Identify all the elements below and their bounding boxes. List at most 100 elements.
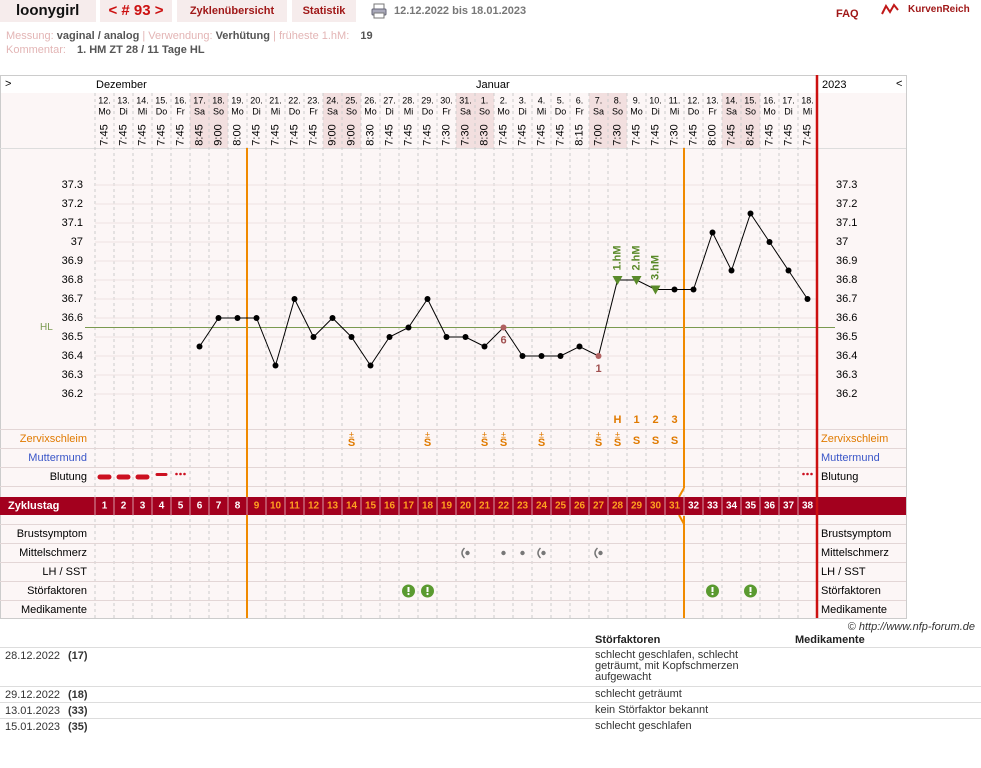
weekday-label: Mi <box>138 106 148 116</box>
temperature-point <box>272 362 279 369</box>
phase-notch <box>678 487 685 525</box>
date-label: 14. <box>725 95 738 105</box>
mucus-mark: S <box>633 435 640 447</box>
weekend-column <box>209 93 228 148</box>
time-label: 8:45 <box>744 124 756 145</box>
temperature-point <box>443 334 450 340</box>
time-label: 7:45 <box>763 124 775 145</box>
date-label: 17. <box>193 95 206 105</box>
weekday-label: Mo <box>98 106 111 116</box>
dot <box>183 472 186 476</box>
time-label: 7:45 <box>687 124 699 145</box>
logo[interactable]: KurvenReich <box>908 4 970 15</box>
temperature-point <box>405 324 412 331</box>
time-label: 9:00 <box>345 124 357 145</box>
date-label: 1. <box>481 95 489 105</box>
date-label: 29. <box>421 95 434 105</box>
hm-marker <box>612 276 623 285</box>
table-header: Medikamente <box>795 634 865 646</box>
temperature-point <box>728 267 735 274</box>
y-tick-label: 37.3 <box>62 179 83 191</box>
y-tick-label: 37.2 <box>62 198 83 210</box>
y-tick-label: 36.9 <box>836 255 857 267</box>
date: 28.12.2022 <box>5 650 61 662</box>
label: früheste 1.hM: <box>278 30 350 42</box>
date-label: 12. <box>98 95 111 105</box>
value: 1. HM ZT 28 / 11 Tage HL <box>76 44 205 56</box>
bleeding-mark <box>175 472 186 476</box>
tab[interactable]: Statistik <box>292 0 356 22</box>
date-label: 25. <box>345 95 358 105</box>
time-label: 7:45 <box>250 124 262 145</box>
date-label: 18. <box>801 95 814 105</box>
cycle-day: 32 <box>688 501 700 512</box>
hm-label: 3.hM <box>649 255 661 280</box>
date-label: 14. <box>136 95 149 105</box>
logo-icon[interactable] <box>880 2 900 18</box>
time-label: 7:00 <box>592 124 604 145</box>
cycle-day: 28 <box>612 501 624 512</box>
time-label: 7:45 <box>630 124 642 145</box>
row-label: Störfaktoren <box>27 585 87 597</box>
nav-prev[interactable]: > <box>5 78 11 90</box>
user-name[interactable]: loonygirl <box>0 0 96 22</box>
disturbance-icon <box>421 584 434 598</box>
mucus-mark: S <box>424 437 431 449</box>
pain-part <box>541 550 546 556</box>
mucus-code: 1 <box>633 414 639 426</box>
mucus-code: 3 <box>671 414 677 426</box>
row-label: Blutung <box>821 471 858 483</box>
row-label: Medikamente <box>821 604 887 616</box>
icon-stroke <box>749 587 752 592</box>
row-label: Medikamente <box>21 604 87 616</box>
tab[interactable]: Zyklenübersicht <box>177 0 287 22</box>
icon-stroke <box>711 587 714 592</box>
point-note: 1 <box>595 363 601 375</box>
disturbance-note: schlecht geschlafen, schlecht geträumt, … <box>595 649 739 683</box>
hm-label: 2.hM <box>630 245 642 270</box>
cycle-day: 30 <box>650 501 662 512</box>
mucus-top: ± <box>349 429 354 439</box>
pain-part <box>594 547 599 559</box>
weekend-column <box>722 93 741 148</box>
disturbance-icon <box>402 584 415 598</box>
disturbance-icon <box>706 584 719 598</box>
temperature-point <box>500 324 507 331</box>
pain-mark <box>461 547 470 559</box>
row-label: Brustsymptom <box>17 528 87 540</box>
weekday-label: Fr <box>176 106 185 116</box>
time-label: 7:45 <box>421 124 433 145</box>
date-label: 22. <box>288 95 301 105</box>
icon-dot <box>711 592 714 596</box>
time-label: 7:45 <box>269 124 281 145</box>
weekend-column <box>456 93 475 148</box>
y-tick-label: 36.5 <box>836 331 857 343</box>
cycle-day: 8 <box>235 501 241 512</box>
y-tick-label: 36.3 <box>62 369 83 381</box>
weekday-label: Do <box>555 106 567 116</box>
cycle-nav[interactable]: < # 93 > <box>100 0 172 22</box>
weekday-label: Di <box>119 106 128 116</box>
nav-next[interactable]: < <box>896 78 902 90</box>
table-header: Störfaktoren <box>595 634 661 646</box>
cycle-day: 11 <box>289 501 300 512</box>
date-label: 16. <box>174 95 187 105</box>
time-label: 7:45 <box>402 124 414 145</box>
mucus-mark: S <box>538 437 545 449</box>
time-label: 7:45 <box>155 124 167 145</box>
date-label: 8. <box>614 95 622 105</box>
cycle-day: 12 <box>308 501 320 512</box>
bleeding-mark <box>155 473 168 476</box>
print-icon[interactable] <box>371 3 387 19</box>
date-label: 20. <box>250 95 263 105</box>
y-tick-label: 36.2 <box>836 388 857 400</box>
temperature-point <box>291 296 298 302</box>
separator: | <box>273 30 276 42</box>
date-label: 2. <box>500 95 508 105</box>
hm-marker <box>631 276 642 285</box>
mucus-mark: S <box>481 437 488 449</box>
faq-link[interactable]: FAQ <box>836 8 859 20</box>
weekday-label: Fr <box>309 106 318 116</box>
weekday-label: Mi <box>803 106 813 116</box>
